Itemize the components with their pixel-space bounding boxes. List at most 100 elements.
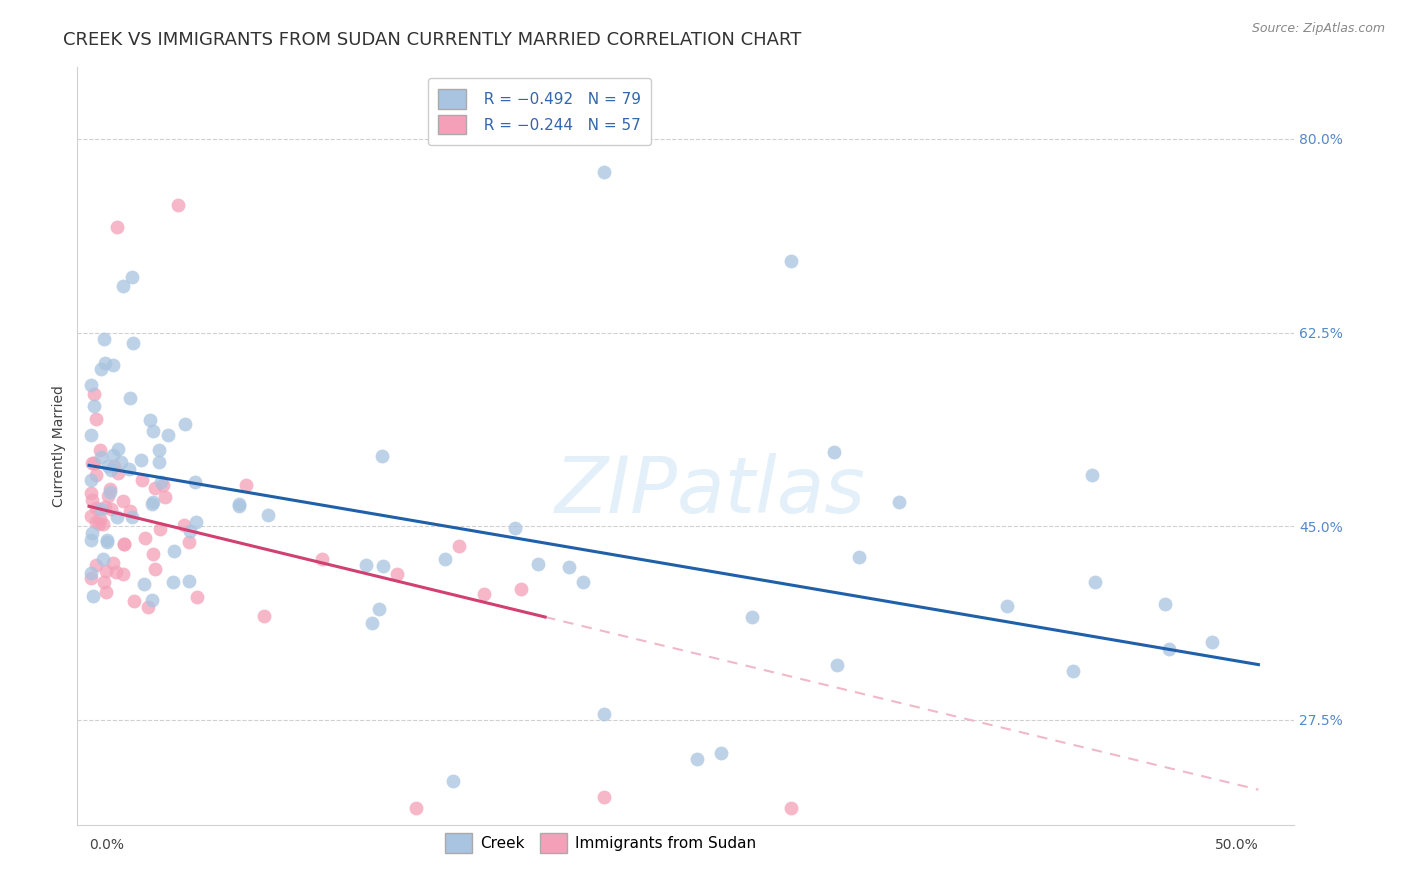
- Point: [89, 517, 111, 532]
- Point: [90, 502, 112, 516]
- Point: [142, 424, 165, 438]
- Point: [110, 454, 132, 468]
- Point: [80, 533, 103, 547]
- Point: [101, 448, 124, 462]
- Point: [179, 524, 201, 538]
- Point: [105, 220, 128, 235]
- Point: [256, 508, 278, 522]
- Point: [139, 413, 162, 427]
- Point: [184, 475, 207, 490]
- Point: [592, 790, 614, 805]
- Point: [592, 165, 614, 179]
- Point: [177, 535, 200, 549]
- Point: [134, 532, 156, 546]
- Point: [83, 387, 105, 401]
- Point: [101, 358, 124, 372]
- Point: [228, 497, 250, 511]
- Point: [107, 466, 129, 480]
- Text: 0.0%: 0.0%: [89, 838, 124, 853]
- Point: [527, 557, 550, 571]
- Point: [148, 442, 170, 457]
- Point: [149, 522, 172, 536]
- Point: [98, 483, 121, 497]
- Point: [80, 473, 103, 487]
- Point: [111, 567, 134, 582]
- Point: [122, 594, 145, 608]
- Point: [371, 558, 394, 573]
- Point: [162, 575, 184, 590]
- Point: [779, 253, 801, 268]
- Point: [368, 602, 391, 616]
- Point: [112, 537, 135, 551]
- Point: [387, 566, 409, 581]
- Point: [96, 564, 118, 578]
- Point: [509, 582, 531, 596]
- Text: CREEK VS IMMIGRANTS FROM SUDAN CURRENTLY MARRIED CORRELATION CHART: CREEK VS IMMIGRANTS FROM SUDAN CURRENTLY…: [63, 31, 801, 49]
- Point: [142, 495, 165, 509]
- Point: [103, 556, 125, 570]
- Point: [94, 500, 117, 514]
- Point: [112, 278, 135, 293]
- Point: [114, 537, 136, 551]
- Point: [557, 560, 579, 574]
- Point: [98, 485, 121, 500]
- Point: [131, 473, 153, 487]
- Point: [592, 707, 614, 722]
- Point: [1062, 664, 1084, 678]
- Point: [449, 539, 471, 553]
- Point: [97, 489, 120, 503]
- Point: [371, 449, 394, 463]
- Point: [104, 565, 127, 579]
- Point: [91, 516, 114, 531]
- Point: [82, 457, 104, 471]
- Point: [1084, 574, 1107, 589]
- Point: [354, 558, 377, 572]
- Point: [995, 599, 1018, 613]
- Point: [93, 332, 115, 346]
- Point: [174, 417, 197, 431]
- Point: [91, 551, 114, 566]
- Y-axis label: Currently Married: Currently Married: [52, 385, 66, 507]
- Point: [152, 477, 174, 491]
- Legend: Creek, Immigrants from Sudan: Creek, Immigrants from Sudan: [439, 827, 762, 859]
- Point: [405, 801, 427, 815]
- Point: [100, 502, 122, 516]
- Point: [80, 566, 103, 580]
- Point: [90, 450, 112, 465]
- Point: [235, 478, 257, 492]
- Point: [503, 521, 526, 535]
- Point: [80, 486, 103, 500]
- Point: [121, 270, 143, 285]
- Point: [179, 574, 201, 589]
- Point: [887, 495, 910, 509]
- Point: [100, 463, 122, 477]
- Point: [311, 551, 333, 566]
- Point: [148, 455, 170, 469]
- Point: [155, 491, 177, 505]
- Point: [149, 475, 172, 490]
- Point: [1080, 467, 1102, 482]
- Point: [84, 500, 107, 515]
- Point: [228, 499, 250, 513]
- Point: [118, 503, 141, 517]
- Point: [167, 198, 190, 212]
- Point: [186, 516, 208, 530]
- Text: 50.0%: 50.0%: [1215, 838, 1258, 853]
- Point: [122, 335, 145, 350]
- Point: [82, 525, 104, 540]
- Point: [186, 590, 208, 604]
- Point: [107, 442, 129, 456]
- Point: [686, 752, 709, 766]
- Point: [253, 609, 276, 624]
- Point: [572, 575, 595, 590]
- Point: [82, 589, 104, 603]
- Text: ZIPatlas: ZIPatlas: [554, 453, 865, 530]
- Point: [142, 547, 165, 561]
- Point: [84, 412, 107, 426]
- Point: [80, 571, 103, 585]
- Point: [94, 356, 117, 370]
- Point: [80, 378, 103, 392]
- Point: [741, 609, 763, 624]
- Point: [96, 533, 118, 547]
- Point: [143, 562, 166, 576]
